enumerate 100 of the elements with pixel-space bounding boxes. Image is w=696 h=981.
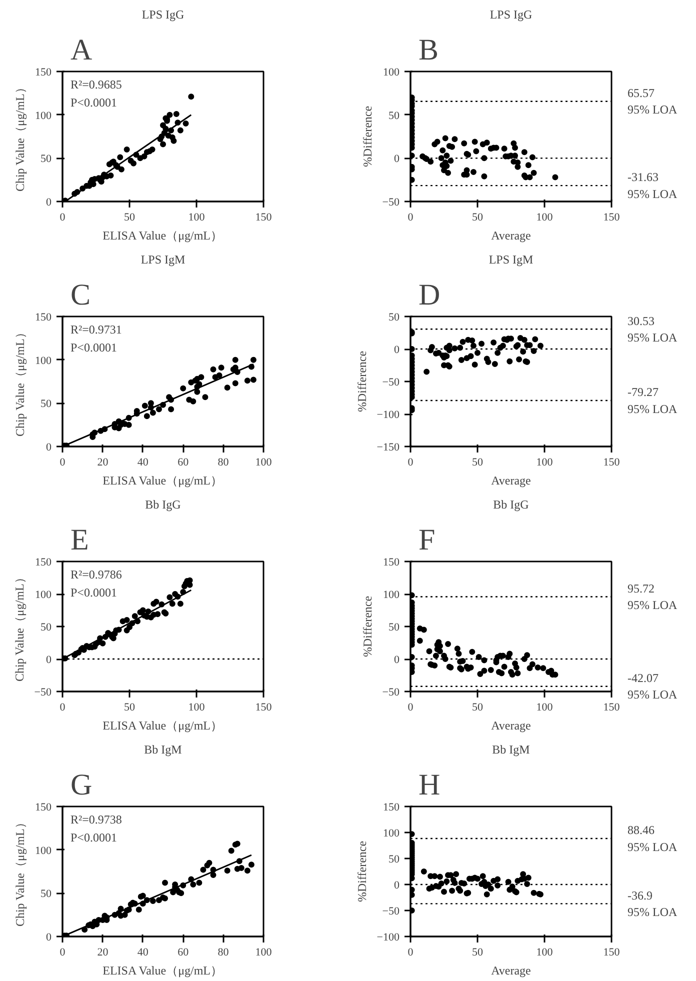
x-tick-label: 150 xyxy=(603,702,620,714)
x-tick-label: 100 xyxy=(255,456,272,468)
text: A xyxy=(70,34,92,66)
y-tick-label: −150 xyxy=(376,442,400,454)
y-tick-label: 150 xyxy=(383,556,400,568)
x-tick-label: 20 xyxy=(97,456,109,468)
x-tick-label: 20 xyxy=(97,946,109,958)
x-tick-label: 0 xyxy=(408,212,414,224)
text: E xyxy=(70,524,89,556)
x-tick-label: 0 xyxy=(408,702,414,714)
y-axis-title: %Difference xyxy=(354,840,369,902)
y-tick-label: 0 xyxy=(46,196,52,208)
y-tick-label: 150 xyxy=(35,312,52,324)
x-axis-title: Average xyxy=(491,474,531,488)
ref-line-label: -31.63 95% LOA xyxy=(628,170,678,201)
x-tick-label: 150 xyxy=(255,212,272,224)
x-tick-label: 50 xyxy=(124,702,136,714)
x-tick-label: 100 xyxy=(188,702,206,714)
y-tick-label: 100 xyxy=(35,110,52,122)
x-tick-label: 150 xyxy=(603,946,620,958)
y-tick-label: −50 xyxy=(34,686,52,698)
x-tick-label: 80 xyxy=(218,456,230,468)
x-axis-title: ELISA Value（μg/mL） xyxy=(102,474,222,488)
chart-title: LPS IgG xyxy=(490,8,533,22)
y-tick-label: 50 xyxy=(40,398,52,410)
x-axis-title: Average xyxy=(491,718,531,732)
y-tick-label: 100 xyxy=(35,844,52,857)
y-axis-title: Chip Value（μg/mL） xyxy=(12,572,26,682)
y-tick-label: 50 xyxy=(388,622,400,634)
chart-title: LPS IgM xyxy=(140,252,186,266)
x-tick-label: 0 xyxy=(60,946,66,958)
y-tick-label: −100 xyxy=(376,932,400,944)
y-tick-label: −50 xyxy=(382,686,400,698)
y-tick-label: 0 xyxy=(46,442,52,454)
y-tick-label: 100 xyxy=(383,589,400,601)
y-tick-label: 50 xyxy=(388,854,400,866)
chart-title: LPS IgM xyxy=(488,252,534,266)
x-tick-label: 100 xyxy=(536,946,554,958)
x-axis-title: ELISA Value（μg/mL） xyxy=(102,718,222,732)
ref-line-label: 30.53 95% LOA xyxy=(628,314,678,345)
y-tick-label: 150 xyxy=(35,66,52,78)
x-tick-label: 0 xyxy=(60,212,66,224)
y-axis-title: Chip Value（μg/mL） xyxy=(13,326,27,437)
annotation: P<0.0001 xyxy=(70,96,117,110)
chart-title: Bb IgM xyxy=(144,742,182,756)
text: D xyxy=(418,278,440,312)
y-tick-label: 50 xyxy=(388,110,400,122)
text: B xyxy=(418,34,439,66)
x-tick-label: 100 xyxy=(536,212,554,224)
x-tick-label: 0 xyxy=(408,456,414,468)
y-tick-label: 100 xyxy=(383,66,400,78)
x-tick-label: 100 xyxy=(188,212,206,224)
x-tick-label: 150 xyxy=(603,212,620,224)
y-axis-title: %Difference xyxy=(354,350,369,412)
x-tick-label: 0 xyxy=(60,702,66,714)
x-axis-title: ELISA Value（μg/mL） xyxy=(102,228,222,242)
y-tick-label: −50 xyxy=(382,376,400,388)
annotation: R²=0.9731 xyxy=(70,322,122,336)
x-tick-label: 100 xyxy=(536,456,554,468)
x-tick-label: 50 xyxy=(124,212,136,224)
x-tick-label: 0 xyxy=(60,456,66,468)
text: F xyxy=(418,524,436,556)
chart-title: Bb IgG xyxy=(145,498,182,512)
x-tick-label: 60 xyxy=(178,456,190,468)
y-tick-label: 150 xyxy=(383,802,400,814)
text: G xyxy=(70,768,92,802)
y-tick-label: 0 xyxy=(46,932,52,944)
y-axis-title: Chip Value（μg/mL） xyxy=(13,816,27,927)
annotation: R²=0.9738 xyxy=(70,812,122,826)
y-tick-label: 150 xyxy=(35,802,52,814)
ref-line-label: 95.72 95% LOA xyxy=(628,581,678,612)
x-tick-label: 50 xyxy=(472,212,484,224)
y-tick-label: −100 xyxy=(376,409,400,421)
x-tick-label: 40 xyxy=(137,946,149,958)
x-axis-title: Average xyxy=(491,964,531,978)
x-tick-label: 50 xyxy=(472,946,484,958)
x-tick-label: 40 xyxy=(137,456,149,468)
y-tick-label: −50 xyxy=(382,196,400,208)
y-tick-label: 0 xyxy=(46,654,52,666)
y-axis-title: %Difference xyxy=(360,596,374,658)
x-tick-label: 150 xyxy=(255,702,272,714)
annotation: R²=0.9685 xyxy=(70,78,122,92)
ref-line-label: 65.57 95% LOA xyxy=(628,86,678,117)
y-tick-label: −50 xyxy=(382,906,400,918)
y-tick-label: 100 xyxy=(35,354,52,367)
chart-title: LPS IgG xyxy=(142,8,185,22)
ref-line-label: -36.9 95% LOA xyxy=(628,888,678,920)
ref-line-label: 88.46 95% LOA xyxy=(628,823,678,854)
y-tick-label: 50 xyxy=(40,153,52,166)
text: H xyxy=(418,768,440,802)
x-axis-title: ELISA Value（μg/mL） xyxy=(102,964,222,978)
annotation: P<0.0001 xyxy=(70,830,117,844)
y-tick-label: 150 xyxy=(35,556,52,568)
x-tick-label: 0 xyxy=(408,946,414,958)
chart-title: Bb IgM xyxy=(492,742,530,756)
y-tick-label: 0 xyxy=(394,880,400,892)
y-axis-title: %Difference xyxy=(360,106,374,168)
y-tick-label: 0 xyxy=(394,344,400,356)
y-tick-label: 0 xyxy=(394,654,400,666)
y-tick-label: 50 xyxy=(40,622,52,634)
